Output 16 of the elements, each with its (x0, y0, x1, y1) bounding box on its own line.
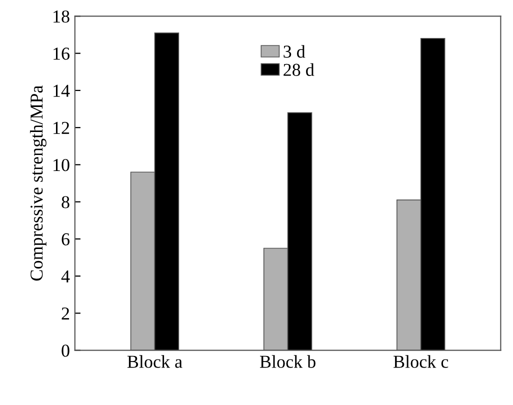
x-tick-label: Block b (260, 355, 316, 368)
y-tick-label: 2 (62, 308, 70, 320)
legend-label: 3 d (284, 45, 306, 58)
y-tick-label: 4 (61, 270, 70, 282)
y-tick-label: 6 (62, 233, 70, 246)
y-tick-label: 10 (54, 158, 70, 172)
y-tick-label: 12 (54, 122, 70, 134)
y-axis-title: Compressive strength/MPa (30, 85, 46, 281)
x-tick-label: Block a (127, 355, 182, 368)
y-tick-label: 14 (54, 84, 70, 97)
legend-label: 28 d (284, 63, 314, 76)
y-tick-label: 0 (62, 344, 70, 357)
y-tick-label: 8 (62, 196, 70, 208)
y-tick-label: 18 (54, 10, 70, 23)
x-tick-label: Block c (394, 355, 448, 368)
y-tick-label: 16 (54, 48, 70, 60)
